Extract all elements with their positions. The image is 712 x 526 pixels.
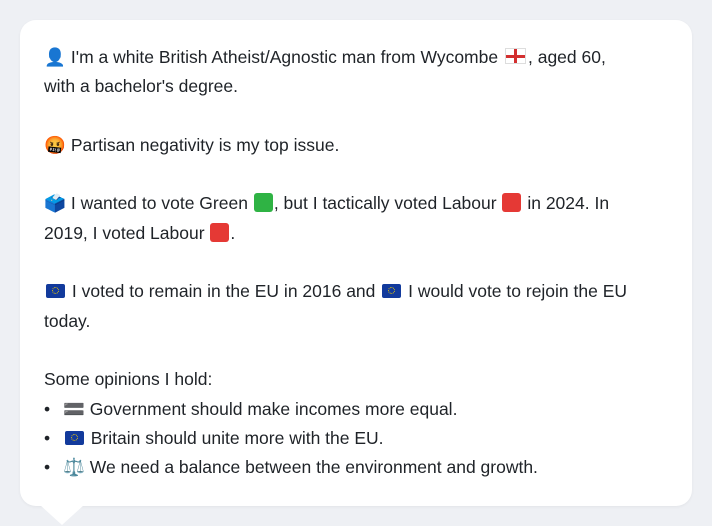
vote-text-end: . [230, 222, 236, 243]
vote-text-2024: in 2024. In [527, 193, 610, 214]
opinion-item: • Britain should unite more with the EU. [44, 424, 670, 453]
bullet: • [44, 457, 51, 478]
eu-rejoin-text: I would vote to rejoin the EU [408, 281, 628, 302]
identity-degree-text: with a bachelor's degree. [44, 76, 239, 97]
bullet: • [44, 398, 51, 419]
speech-bubble-tail [40, 505, 84, 525]
vote-paragraph: 🗳️ I wanted to vote Green , but I tactic… [44, 189, 670, 248]
opinion-text: Britain should unite more with the EU. [90, 427, 384, 448]
ballot-box-icon: 🗳️ [44, 193, 66, 214]
eu-flag-icon [64, 430, 84, 445]
identity-text: I'm a white British Atheist/Agnostic man… [70, 47, 499, 67]
red-square-icon [502, 193, 522, 213]
profile-card [20, 20, 692, 506]
identity-age-text: , aged 60, [527, 47, 606, 67]
opinions-section: Some opinions I hold: • 🟰 Government sho… [44, 365, 670, 482]
opinion-text: We need a balance between the environmen… [89, 457, 538, 478]
eu-today-text: today. [44, 310, 91, 331]
equals-icon: 🟰 [62, 398, 85, 419]
eu-remain-text: I voted to remain in the EU in 2016 and [71, 281, 376, 302]
opinion-text: Government should make incomes more equa… [89, 398, 458, 419]
green-square-icon [253, 193, 273, 213]
opinion-item: • 🟰 Government should make incomes more … [44, 395, 670, 424]
identity-paragraph: 👤 I'm a white British Atheist/Agnostic m… [44, 43, 670, 102]
profile-content: 👤 I'm a white British Atheist/Agnostic m… [44, 43, 670, 482]
opinion-item: • ⚖️ We need a balance between the envir… [44, 453, 670, 482]
issue-paragraph: 🤬 Partisan negativity is my top issue. [44, 131, 670, 160]
vote-text-2019: 2019, I voted Labour [44, 222, 205, 243]
issue-text: Partisan negativity is my top issue. [70, 134, 340, 155]
red-square-icon [210, 222, 230, 242]
opinions-heading: Some opinions I hold: [44, 369, 213, 390]
angry-face-icon: 🤬 [44, 134, 66, 155]
person-icon: 👤 [44, 47, 66, 67]
eu-paragraph: I voted to remain in the EU in 2016 and … [44, 277, 670, 336]
bullet: • [44, 427, 51, 448]
balance-scale-icon: ⚖️ [62, 457, 85, 478]
vote-text-green: I wanted to vote Green [70, 193, 248, 214]
eu-flag-icon [46, 284, 65, 299]
eu-flag-icon [382, 284, 402, 299]
england-flag-icon [504, 48, 526, 64]
opinions-list: • 🟰 Government should make incomes more … [44, 395, 670, 483]
vote-text-labour: , but I tactically voted Labour [273, 193, 497, 214]
